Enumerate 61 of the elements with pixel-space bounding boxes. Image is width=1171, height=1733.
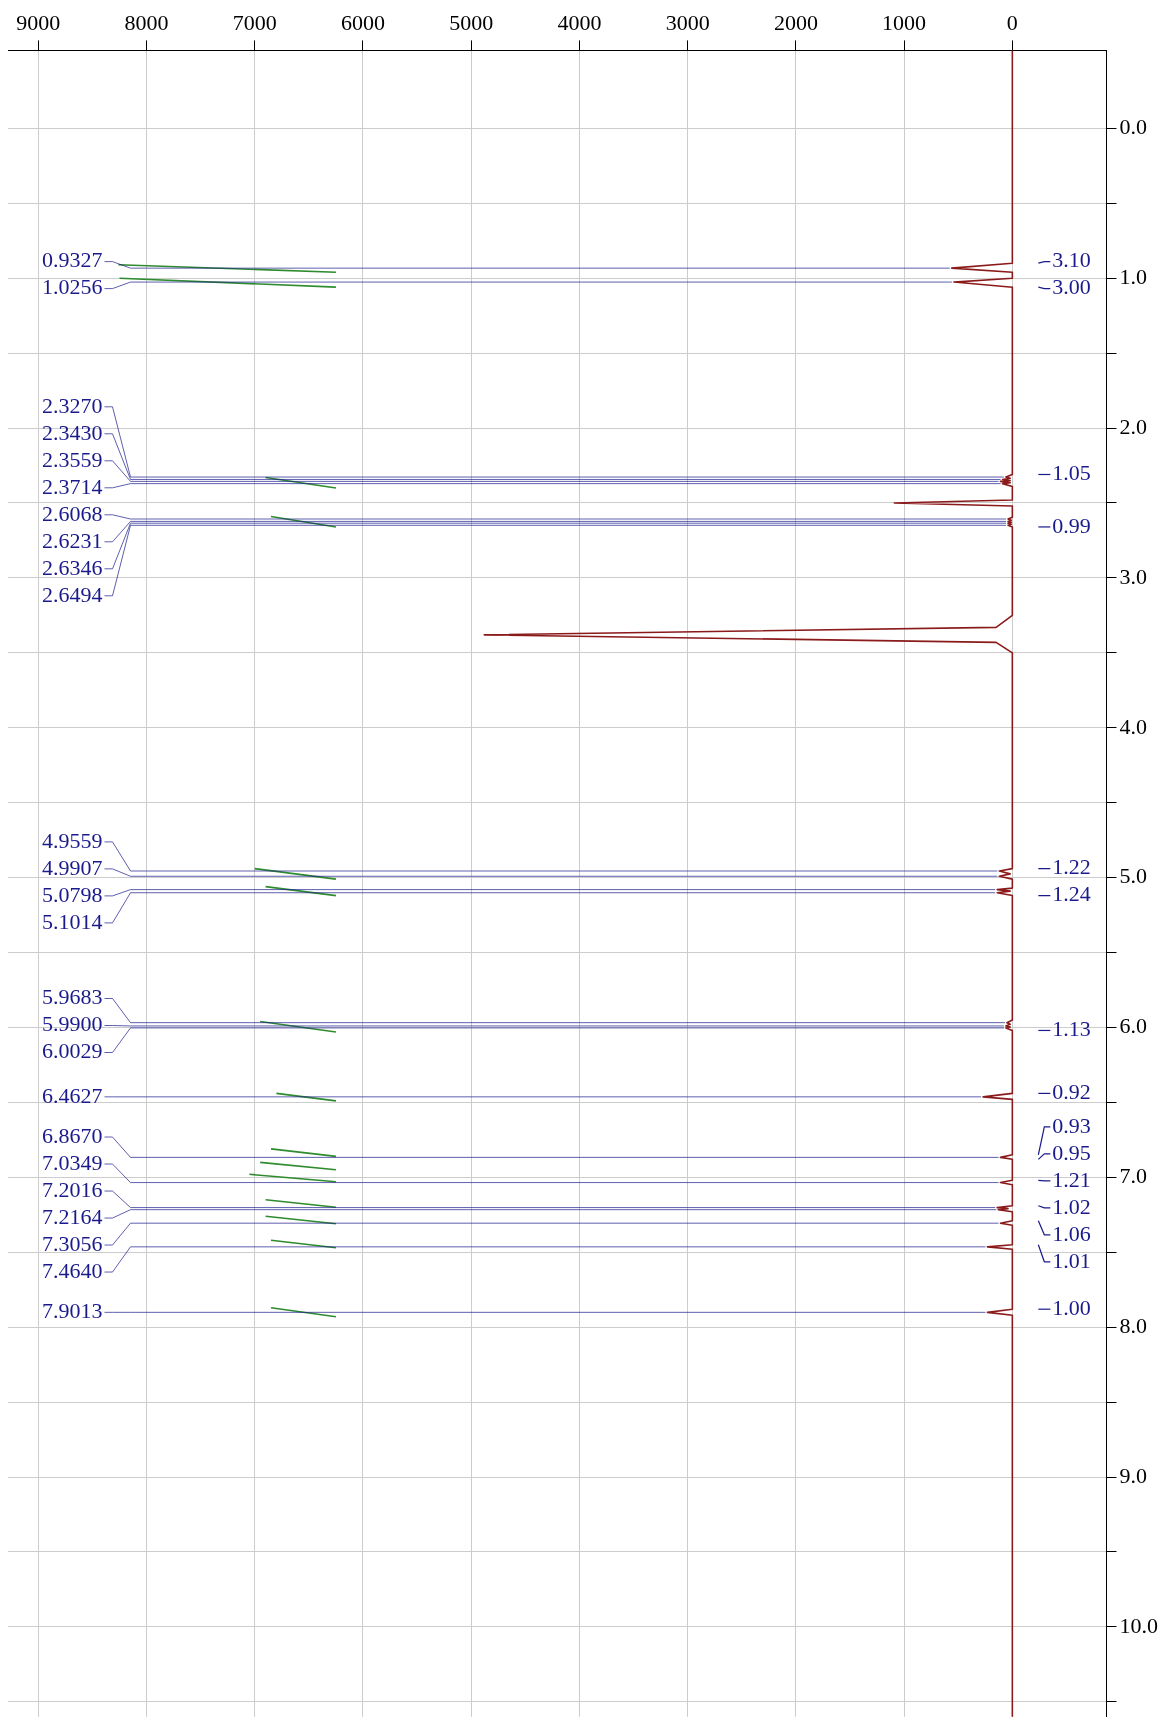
annotation: 7.4640 [42, 1257, 103, 1283]
x-tick-label: 7000 [232, 9, 277, 35]
annotation: 3.00 [1052, 274, 1091, 300]
annotation: 2.6494 [42, 581, 103, 607]
x-tick-label: 5000 [449, 9, 494, 35]
x-tick-label: 9000 [16, 9, 61, 35]
annotation: 7.2164 [42, 1203, 103, 1229]
annotation: 7.3056 [42, 1230, 103, 1256]
annotation: 2.3270 [42, 392, 103, 418]
annotation: 6.8670 [42, 1122, 103, 1148]
x-tick-label: 4000 [557, 9, 602, 35]
annotation: 1.00 [1052, 1294, 1091, 1320]
annotation: 1.05 [1052, 460, 1091, 486]
annotation: 7.9013 [42, 1298, 103, 1324]
annotation: 0.95 [1052, 1139, 1091, 1165]
annotation: 2.6231 [42, 527, 103, 553]
annotation: 5.0798 [42, 881, 103, 907]
annotation: 7.0349 [42, 1149, 103, 1175]
y-tick-label: 2.0 [1119, 413, 1147, 439]
annotation: 2.3559 [42, 446, 103, 472]
annotation: 4.9907 [42, 854, 103, 880]
annotation: 2.6068 [42, 500, 103, 526]
annotation: 2.6346 [42, 554, 103, 580]
annotation: 2.3714 [42, 473, 103, 499]
y-tick-label: 7.0 [1119, 1163, 1147, 1189]
annotation: 7.2016 [42, 1176, 103, 1202]
annotation: 1.22 [1052, 854, 1091, 880]
annotation: 2.3430 [42, 419, 103, 445]
annotation: 0.93 [1052, 1112, 1091, 1138]
annotation: 1.01 [1052, 1247, 1091, 1273]
annotation: 5.9900 [42, 1011, 103, 1037]
x-tick-label: 0 [1006, 9, 1018, 35]
annotation: 4.9559 [42, 827, 103, 853]
y-tick-label: 9.0 [1119, 1462, 1147, 1488]
annotation: 1.02 [1052, 1193, 1091, 1219]
y-tick-label: 0.0 [1119, 114, 1147, 140]
y-tick-label: 1.0 [1119, 263, 1147, 289]
annotation: 6.4627 [42, 1082, 103, 1108]
annotation: 3.10 [1052, 247, 1091, 273]
y-tick-label: 8.0 [1119, 1312, 1147, 1338]
y-tick-label: 10.0 [1119, 1612, 1158, 1638]
annotation: 1.24 [1052, 881, 1091, 907]
y-tick-label: 3.0 [1119, 563, 1147, 589]
y-tick-label: 5.0 [1119, 863, 1147, 889]
annotation: 1.21 [1052, 1166, 1091, 1192]
annotation: 1.13 [1052, 1016, 1091, 1042]
x-tick-label: 6000 [340, 9, 385, 35]
annotation: 0.92 [1052, 1079, 1091, 1105]
annotation: 1.0256 [42, 274, 103, 300]
annotation: 0.9327 [42, 247, 103, 273]
y-tick-label: 6.0 [1119, 1013, 1147, 1039]
x-tick-label: 2000 [773, 9, 818, 35]
annotation: 5.9683 [42, 984, 103, 1010]
annotation: 5.1014 [42, 908, 103, 934]
y-tick-label: 4.0 [1119, 713, 1147, 739]
x-tick-label: 3000 [665, 9, 710, 35]
annotation: 0.99 [1052, 512, 1091, 538]
annotation: 1.06 [1052, 1220, 1091, 1246]
x-tick-label: 1000 [882, 9, 927, 35]
annotation: 6.0029 [42, 1038, 103, 1064]
x-tick-label: 8000 [124, 9, 169, 35]
